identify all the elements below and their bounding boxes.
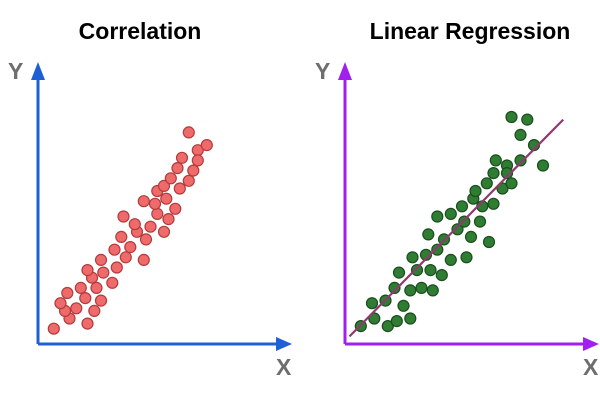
correlation-point <box>94 253 108 266</box>
correlation-point <box>110 261 123 274</box>
regression-point <box>473 215 487 228</box>
regression-point <box>469 184 482 198</box>
regression-point <box>505 110 518 124</box>
regression-point <box>444 253 457 266</box>
correlation-point <box>81 264 94 277</box>
regression-point <box>514 154 527 167</box>
regression-point <box>410 264 424 277</box>
regression-point <box>496 182 509 195</box>
correlation-point <box>137 195 150 208</box>
correlation-point <box>164 172 177 185</box>
correlation-point <box>173 182 186 195</box>
regression-point <box>431 210 444 223</box>
regression-point <box>489 154 502 167</box>
regression-y-axis-arrow <box>338 62 352 80</box>
correlation-point <box>88 304 101 317</box>
correlation-point <box>47 322 60 335</box>
correlation-point <box>128 218 141 231</box>
regression-point <box>482 235 496 249</box>
regression-line <box>348 118 565 338</box>
left-y-axis-label: Y <box>8 58 24 84</box>
regression-point <box>404 312 417 325</box>
correlation-point <box>187 164 200 177</box>
regression-point <box>521 113 534 126</box>
correlation-point <box>182 174 195 187</box>
correlation-point <box>70 302 83 315</box>
regression-point <box>422 228 435 241</box>
regression-point <box>487 167 500 180</box>
correlation-point <box>144 220 157 233</box>
correlation-point <box>171 162 184 175</box>
regression-point <box>458 215 471 228</box>
regression-point <box>390 315 403 328</box>
correlation-point <box>61 286 74 300</box>
regression-point <box>514 128 527 141</box>
regression-point <box>505 177 518 190</box>
regression-point <box>487 197 500 210</box>
correlation-point <box>182 126 195 139</box>
correlation-point <box>157 179 171 192</box>
correlation-point <box>124 241 137 254</box>
regression-point <box>388 281 401 294</box>
regression-x-axis-arrow <box>583 337 599 351</box>
regression-point <box>415 281 428 294</box>
regression-point <box>381 320 394 333</box>
regression-point <box>435 269 448 282</box>
regression-point <box>424 264 437 277</box>
regression-title: Linear Regression <box>369 18 571 44</box>
correlation-point <box>148 197 162 210</box>
correlation-point <box>200 139 213 152</box>
regression-point <box>451 223 464 236</box>
regression-point <box>406 251 419 264</box>
correlation-point <box>119 251 132 264</box>
correlation-point <box>117 210 130 223</box>
left-x-axis-label: X <box>276 354 292 380</box>
correlation-point <box>90 281 103 294</box>
regression-point <box>392 266 406 279</box>
regression-point <box>455 200 469 213</box>
regression-point <box>444 207 457 220</box>
right-y-axis-label: Y <box>315 58 331 84</box>
right-x-axis-label: X <box>583 354 599 380</box>
correlation-point <box>157 225 171 238</box>
correlation-point <box>191 154 204 167</box>
correlation-point <box>74 281 87 294</box>
correlation-title: Correlation <box>78 18 202 44</box>
correlation-x-axis-arrow <box>276 337 292 351</box>
correlation-point <box>162 213 175 226</box>
regression-point <box>431 243 444 256</box>
correlation-point <box>81 317 94 330</box>
correlation-point <box>97 266 110 279</box>
correlation-point <box>169 202 182 215</box>
regression-point <box>464 230 478 243</box>
correlation-point <box>160 192 173 205</box>
correlation-point <box>175 151 189 164</box>
regression-point <box>368 312 381 325</box>
regression-point <box>365 297 379 310</box>
regression-point <box>426 284 439 297</box>
correlation-point <box>108 243 121 256</box>
correlation-point <box>137 253 150 266</box>
correlation-point <box>106 276 119 289</box>
regression-point <box>480 177 493 190</box>
correlation-point <box>79 292 92 305</box>
regression-point <box>397 299 410 312</box>
correlation-point <box>115 230 128 243</box>
correlation-y-axis-arrow <box>31 62 45 80</box>
regression-point <box>460 251 473 264</box>
correlation-point <box>54 297 67 310</box>
correlation-point <box>94 294 108 307</box>
regression-point <box>404 284 417 297</box>
correlation-point <box>151 207 164 220</box>
regression-point <box>536 159 550 172</box>
regression-point <box>500 167 514 180</box>
correlation-point <box>139 233 153 246</box>
